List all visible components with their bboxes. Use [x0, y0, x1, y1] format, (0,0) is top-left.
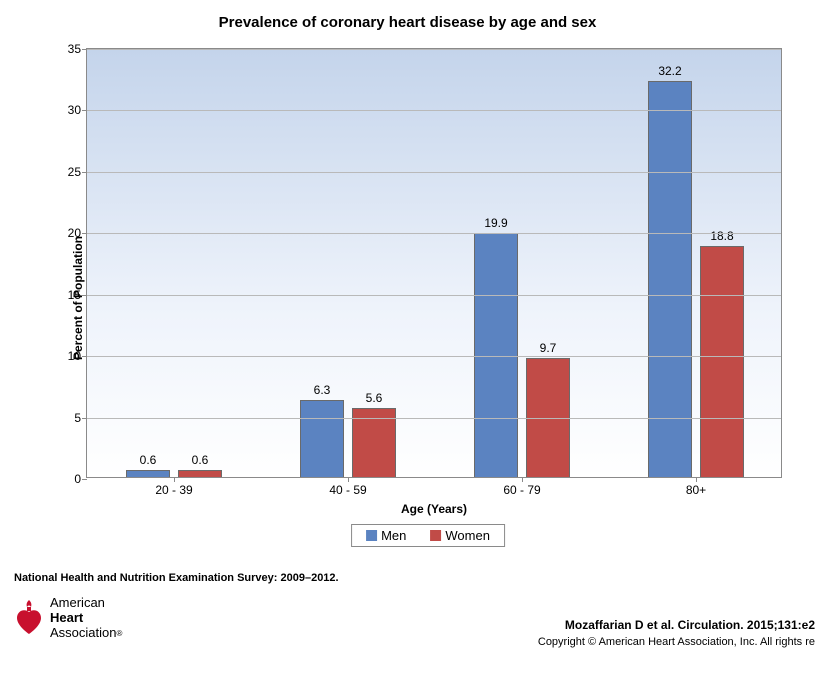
- x-tick-mark: [348, 477, 349, 482]
- logo-line2: Heart: [50, 611, 122, 626]
- y-tick-mark: [82, 479, 87, 480]
- bar-value-label: 6.3: [314, 383, 331, 397]
- y-tick-mark: [82, 172, 87, 173]
- y-tick-label: 20: [68, 226, 81, 240]
- logo-text: American Heart Association®: [50, 596, 122, 641]
- bar-value-label: 19.9: [484, 216, 507, 230]
- x-axis-label: Age (Years): [86, 502, 782, 516]
- bar: 0.6: [178, 470, 222, 477]
- bar-value-label: 5.6: [366, 391, 383, 405]
- bar: 6.3: [300, 400, 344, 477]
- legend-swatch: [430, 530, 441, 541]
- logo-reg: ®: [116, 629, 122, 638]
- x-tick-label: 40 - 59: [329, 483, 366, 497]
- x-tick-mark: [522, 477, 523, 482]
- copyright: Copyright © American Heart Association, …: [538, 636, 815, 648]
- grid-line: [87, 49, 781, 50]
- plot-area: 0.60.66.35.619.99.732.218.8 051015202530…: [86, 48, 782, 478]
- bar: 19.9: [474, 233, 518, 477]
- x-tick-label: 80+: [686, 483, 706, 497]
- y-tick-label: 15: [68, 288, 81, 302]
- grid-line: [87, 418, 781, 419]
- y-tick-mark: [82, 110, 87, 111]
- bar: 0.6: [126, 470, 170, 477]
- bar-value-label: 0.6: [192, 453, 209, 467]
- logo-line1: American: [50, 596, 122, 611]
- grid-line: [87, 356, 781, 357]
- y-tick-label: 30: [68, 103, 81, 117]
- citation: Mozaffarian D et al. Circulation. 2015;1…: [565, 618, 815, 632]
- grid-line: [87, 172, 781, 173]
- chart-container: Percent of Population 0.60.66.35.619.99.…: [58, 48, 798, 548]
- bar-value-label: 32.2: [658, 64, 681, 78]
- legend-item: Men: [366, 528, 406, 543]
- legend-label: Men: [381, 528, 406, 543]
- legend-swatch: [366, 530, 377, 541]
- x-tick-label: 60 - 79: [503, 483, 540, 497]
- y-tick-label: 25: [68, 165, 81, 179]
- y-tick-mark: [82, 418, 87, 419]
- y-tick-mark: [82, 49, 87, 50]
- chart-title: Prevalence of coronary heart disease by …: [0, 0, 815, 37]
- bars-layer: 0.6 0.6 6.3 5.6 19.9 9.7 32.2 18.8: [87, 49, 781, 477]
- y-tick-mark: [82, 295, 87, 296]
- bar: 18.8: [700, 246, 744, 477]
- grid-line: [87, 110, 781, 111]
- footnote: National Health and Nutrition Examinatio…: [14, 572, 339, 584]
- bar-value-label: 9.7: [540, 341, 557, 355]
- y-tick-label: 10: [68, 349, 81, 363]
- x-tick-mark: [696, 477, 697, 482]
- grid-line: [87, 233, 781, 234]
- logo-line3: Association: [50, 625, 116, 640]
- y-tick-label: 5: [74, 411, 81, 425]
- x-tick-mark: [174, 477, 175, 482]
- x-tick-label: 20 - 39: [155, 483, 192, 497]
- legend-item: Women: [430, 528, 490, 543]
- y-tick-mark: [82, 233, 87, 234]
- bar-value-label: 0.6: [140, 453, 157, 467]
- legend-label: Women: [445, 528, 490, 543]
- logo-line3-wrap: Association®: [50, 626, 122, 641]
- bar-value-label: 18.8: [710, 229, 733, 243]
- aha-logo: American Heart Association®: [14, 596, 122, 641]
- heart-torch-icon: [14, 598, 44, 638]
- y-tick-label: 0: [74, 472, 81, 486]
- y-tick-label: 35: [68, 42, 81, 56]
- grid-line: [87, 295, 781, 296]
- legend: Men Women: [351, 524, 505, 547]
- y-tick-mark: [82, 356, 87, 357]
